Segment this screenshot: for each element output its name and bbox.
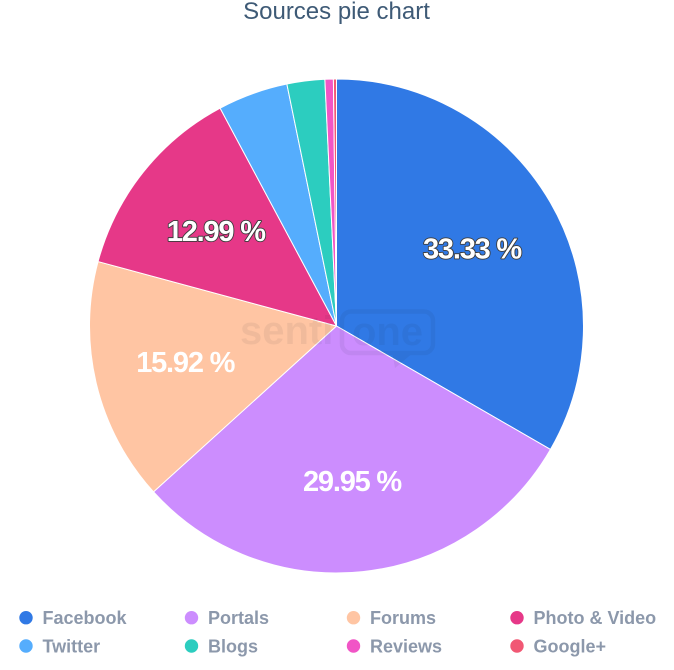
svg-text:12.99 %: 12.99 % bbox=[167, 216, 266, 248]
svg-text:Photo & Video: Photo & Video bbox=[534, 608, 657, 628]
svg-text:Google+: Google+ bbox=[534, 636, 607, 656]
svg-text:15.92 %: 15.92 % bbox=[136, 347, 235, 379]
svg-text:Twitter: Twitter bbox=[43, 636, 101, 656]
svg-text:Facebook: Facebook bbox=[43, 608, 128, 628]
svg-text:Reviews: Reviews bbox=[370, 636, 442, 656]
svg-text:Blogs: Blogs bbox=[208, 636, 258, 656]
svg-text:33.33 %: 33.33 % bbox=[423, 234, 522, 266]
svg-text:senti: senti bbox=[240, 309, 333, 353]
svg-text:one: one bbox=[352, 310, 423, 354]
svg-text:Portals: Portals bbox=[208, 608, 269, 628]
svg-text:Forums: Forums bbox=[370, 608, 436, 628]
svg-text:29.95 %: 29.95 % bbox=[303, 466, 402, 498]
svg-text:Sources pie chart: Sources pie chart bbox=[243, 0, 430, 25]
